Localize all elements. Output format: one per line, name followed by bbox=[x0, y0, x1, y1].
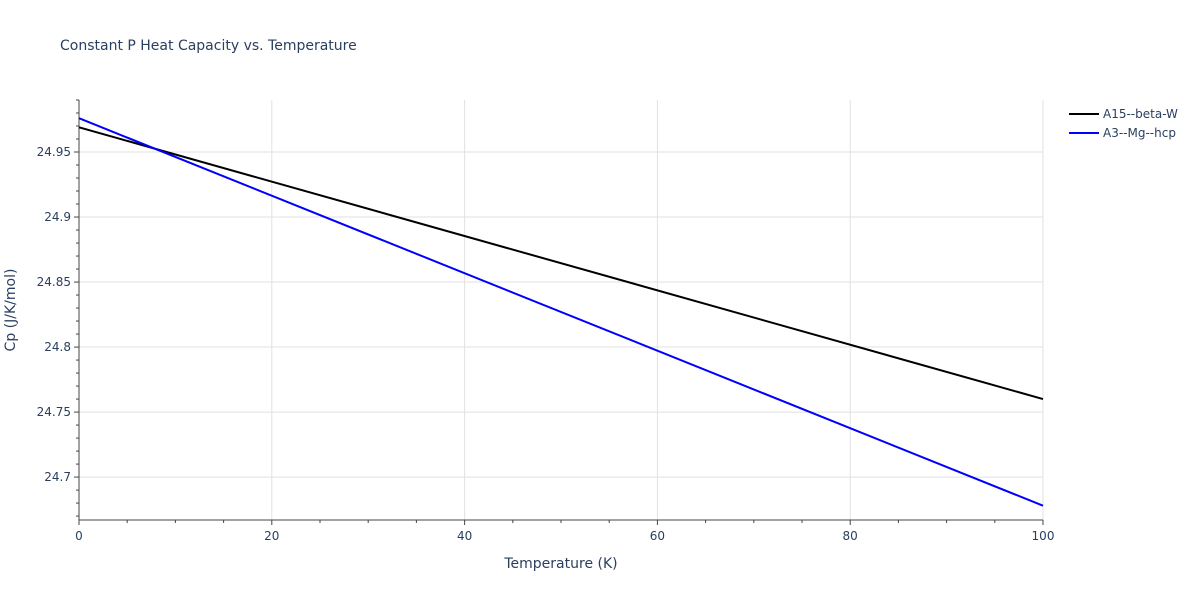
x-axis-title: Temperature (K) bbox=[503, 556, 617, 572]
legend-label: A3--Mg--hcp bbox=[1103, 126, 1176, 140]
legend[interactable]: A15--beta-W A3--Mg--hcp bbox=[1069, 107, 1178, 140]
x-tick-label: 20 bbox=[264, 529, 279, 543]
legend-item[interactable]: A15--beta-W bbox=[1069, 107, 1178, 121]
y-tick-label: 24.95 bbox=[37, 145, 71, 159]
series-line bbox=[78, 117, 1044, 507]
legend-item[interactable]: A3--Mg--hcp bbox=[1069, 126, 1176, 140]
tick-labels: 0 20 40 60 80 100 24.7 24.75 24.8 24.85 24.9 24.95 bbox=[37, 145, 1055, 543]
x-tick-label: 60 bbox=[650, 529, 665, 543]
series-line bbox=[78, 126, 1044, 401]
chart-title: Constant P Heat Capacity vs. Temperature bbox=[60, 38, 357, 54]
x-tick-label: 80 bbox=[843, 529, 858, 543]
y-tick-label: 24.9 bbox=[44, 210, 71, 224]
x-tick-label: 100 bbox=[1032, 529, 1055, 543]
y-axis-title: Cp (J/K/mol) bbox=[3, 269, 19, 352]
y-tick-label: 24.7 bbox=[44, 470, 71, 484]
y-tick-label: 24.8 bbox=[44, 340, 71, 354]
axes bbox=[74, 99, 1044, 525]
y-tick-label: 24.85 bbox=[37, 275, 71, 289]
x-tick-label: 40 bbox=[457, 529, 472, 543]
series-lines bbox=[78, 117, 1044, 507]
x-tick-label: 0 bbox=[75, 529, 83, 543]
legend-label: A15--beta-W bbox=[1103, 107, 1178, 121]
grid-lines bbox=[79, 100, 1044, 520]
y-tick-label: 24.75 bbox=[37, 405, 71, 419]
